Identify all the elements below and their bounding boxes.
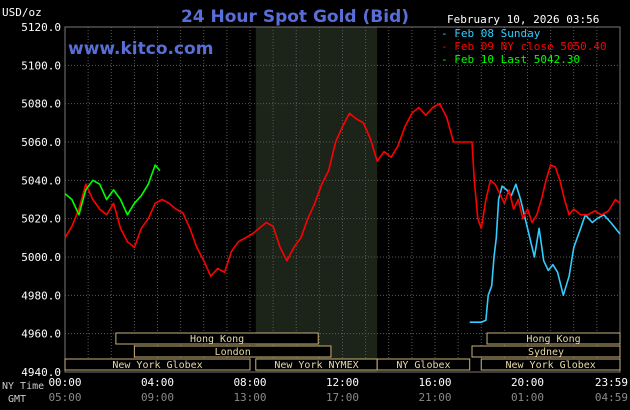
y-tick-label: 4960.0 [21, 328, 61, 341]
legend-entry-2: - Feb 10 Last 5042.30 [441, 53, 580, 66]
session-new-york-globex: New York Globex [480, 358, 621, 371]
grid-lines [64, 26, 621, 373]
price-series [64, 102, 621, 323]
session-hong-kong: Hong Kong [486, 332, 621, 345]
y-tick-label: 5000.0 [21, 251, 61, 264]
session-ny-globex: NY Globex [376, 358, 471, 371]
y-tick-label: 5040.0 [21, 174, 61, 187]
session-label: New York Globex [112, 360, 202, 371]
legend-entry-0: - Feb 08 Sunday [441, 27, 541, 40]
session-box [480, 358, 621, 371]
gmt-axis-label: GMT [8, 394, 26, 405]
x-tick-label-gmt: 13:00 [233, 391, 266, 404]
session-label: London [215, 347, 251, 358]
session-sydney: Sydney [471, 345, 621, 358]
session-label: New York Globex [505, 360, 595, 371]
session-london: London [133, 345, 332, 358]
session-box [133, 345, 332, 358]
legend-entry-1: - Feb 09 NY close 5050.40 [441, 40, 607, 53]
y-tick-label: 4940.0 [21, 366, 61, 379]
x-tick-label-gmt: 04:59 [595, 391, 628, 404]
x-tick-label-ny: 16:00 [418, 376, 451, 389]
session-new-york-globex: New York Globex [64, 358, 251, 371]
x-tick-label-gmt: 21:00 [418, 391, 451, 404]
chart-legend: - Feb 08 Sunday- Feb 09 NY close 5050.40… [441, 27, 607, 66]
series-line-2 [64, 164, 161, 216]
chart-title: 24 Hour Spot Gold (Bid) [181, 7, 409, 27]
x-tick-label-ny: 04:00 [141, 376, 174, 389]
x-tick-label-ny: 12:00 [326, 376, 359, 389]
plot-border [64, 26, 621, 373]
session-label: Sydney [528, 347, 564, 358]
x-tick-label-ny: 08:00 [233, 376, 266, 389]
x-tick-label-gmt: 09:00 [141, 391, 174, 404]
y-tick-label: 5120.0 [21, 21, 61, 34]
x-tick-label-ny: 20:00 [511, 376, 544, 389]
ny-time-axis-label: NY Time [2, 381, 44, 392]
session-box [115, 332, 319, 345]
session-label: NY Globex [396, 360, 450, 371]
y-tick-label: 5080.0 [21, 98, 61, 111]
y-axis: 5120.0 5100.0 5080.0 5060.0 5040.0 5020.0 5000… [21, 21, 61, 379]
session-box [376, 358, 471, 371]
y-axis-unit-label: USD/oz [2, 6, 42, 19]
session-label: Hong Kong [526, 334, 580, 345]
session-box [64, 358, 251, 371]
session-label: New York NYMEX [274, 360, 358, 371]
market-sessions: Hong Kong Hong Kong London Sydney New York G… [64, 332, 621, 371]
x-tick-label-ny: 00:00 [48, 376, 81, 389]
session-box [486, 332, 621, 345]
x-tick-label-ny: 23:59 [595, 376, 628, 389]
y-tick-label: 5060.0 [21, 136, 61, 149]
series-line-1 [64, 102, 621, 277]
session-box [471, 345, 621, 358]
session-new-york-nymex: New York NYMEX [255, 358, 378, 371]
x-tick-label-gmt: 17:00 [326, 391, 359, 404]
y-tick-label: 5020.0 [21, 213, 61, 226]
y-tick-label: 4980.0 [21, 289, 61, 302]
x-tick-label-gmt: 01:00 [511, 391, 544, 404]
session-hong-kong: Hong Kong [115, 332, 319, 345]
x-tick-label-gmt: 05:00 [48, 391, 81, 404]
date-label: February 10, 2026 03:56 [447, 13, 599, 26]
y-tick-label: 5100.0 [21, 59, 61, 72]
x-axis: NY Time GMT 00:00 04:00 08:00 12:00 16:00 20:00… [2, 376, 628, 405]
kitco-watermark: www.kitco.com [68, 39, 213, 59]
session-label: Hong Kong [190, 334, 244, 345]
